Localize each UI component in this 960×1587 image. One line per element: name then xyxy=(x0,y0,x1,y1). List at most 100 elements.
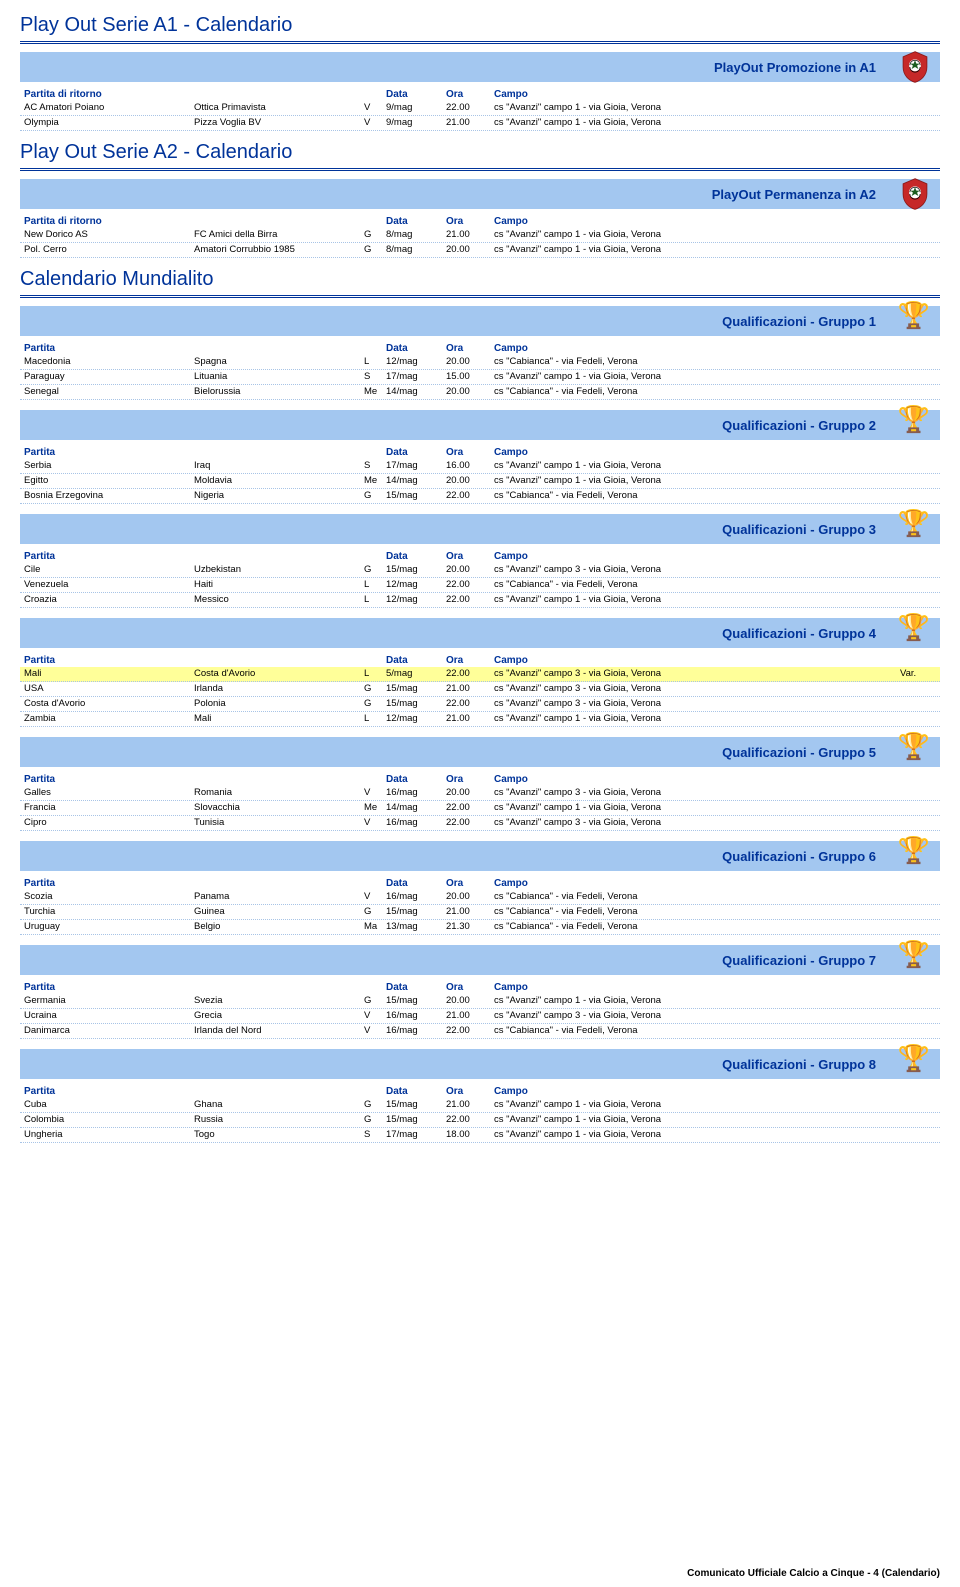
match-date: 16/mag xyxy=(384,786,444,800)
group-header-label: Qualificazioni - Gruppo 3 xyxy=(722,522,880,537)
day-code: G xyxy=(362,994,384,1008)
home-team: Scozia xyxy=(22,890,192,904)
day-code: L xyxy=(362,712,384,726)
match-date: 12/mag xyxy=(384,578,444,592)
away-team: Iraq xyxy=(192,459,362,473)
col-note-header xyxy=(898,654,938,667)
col-date-header: Data xyxy=(384,215,444,228)
crest-icon xyxy=(898,50,932,84)
match-venue: cs "Cabianca" - via Fedeli, Verona xyxy=(492,489,898,503)
match-note xyxy=(898,994,938,1008)
match-note xyxy=(898,786,938,800)
col-time-header: Ora xyxy=(444,88,492,101)
page-footer: Comunicato Ufficiale Calcio a Cinque - 4… xyxy=(687,1568,940,1579)
col-note-header xyxy=(898,342,938,355)
home-team: Ucraina xyxy=(22,1009,192,1023)
match-note xyxy=(898,1098,938,1112)
match-row: ZambiaMaliL12/mag21.00cs "Avanzi" campo … xyxy=(20,712,940,727)
away-team: Svezia xyxy=(192,994,362,1008)
match-venue: cs "Avanzi" campo 1 - via Gioia, Verona xyxy=(492,1098,898,1112)
match-venue: cs "Avanzi" campo 1 - via Gioia, Verona xyxy=(492,243,898,257)
home-team: Galles xyxy=(22,786,192,800)
away-team: Guinea xyxy=(192,905,362,919)
match-venue: cs "Avanzi" campo 3 - via Gioia, Verona xyxy=(492,816,898,830)
match-row: GermaniaSveziaG15/mag20.00cs "Avanzi" ca… xyxy=(20,994,940,1009)
match-date: 15/mag xyxy=(384,994,444,1008)
col-note-header xyxy=(898,550,938,563)
day-code: V xyxy=(362,116,384,130)
day-code: L xyxy=(362,355,384,369)
day-code: G xyxy=(362,1113,384,1127)
group-block: PlayOut Permanenza in A2 Partita di rito… xyxy=(20,179,940,258)
day-code: G xyxy=(362,563,384,577)
group-header-label: Qualificazioni - Gruppo 6 xyxy=(722,849,880,864)
day-code: L xyxy=(362,578,384,592)
group-header-band: Qualificazioni - Gruppo 3🏆 xyxy=(20,514,940,544)
match-date: 15/mag xyxy=(384,563,444,577)
col-date-header: Data xyxy=(384,773,444,786)
match-row: CubaGhanaG15/mag21.00cs "Avanzi" campo 1… xyxy=(20,1098,940,1113)
day-code: Ma xyxy=(362,920,384,934)
group-header-band: Qualificazioni - Gruppo 7🏆 xyxy=(20,945,940,975)
col-date-header: Data xyxy=(384,877,444,890)
match-venue: cs "Avanzi" campo 1 - via Gioia, Verona xyxy=(492,116,898,130)
match-venue: cs "Avanzi" campo 1 - via Gioia, Verona xyxy=(492,801,898,815)
home-team: Venezuela xyxy=(22,578,192,592)
group-header-band: Qualificazioni - Gruppo 2🏆 xyxy=(20,410,940,440)
match-note xyxy=(898,355,938,369)
col-opponent-header xyxy=(192,1085,362,1098)
day-code: V xyxy=(362,890,384,904)
day-code: L xyxy=(362,593,384,607)
col-opponent-header xyxy=(192,88,362,101)
col-date-header: Data xyxy=(384,981,444,994)
col-date-header: Data xyxy=(384,550,444,563)
match-date: 15/mag xyxy=(384,1113,444,1127)
match-venue: cs "Avanzi" campo 3 - via Gioia, Verona xyxy=(492,682,898,696)
day-code: S xyxy=(362,1128,384,1142)
col-day-header xyxy=(362,981,384,994)
column-headers: PartitaDataOraCampo xyxy=(20,654,940,667)
day-code: L xyxy=(362,667,384,681)
col-venue-header: Campo xyxy=(492,1085,898,1098)
col-match-header: Partita xyxy=(22,342,192,355)
section-title: Play Out Serie A1 - Calendario xyxy=(20,14,940,37)
match-row: OlympiaPizza Voglia BVV9/mag21.00cs "Ava… xyxy=(20,116,940,131)
home-team: New Dorico AS xyxy=(22,228,192,242)
match-row: MacedoniaSpagnaL12/mag20.00cs "Cabianca"… xyxy=(20,355,940,370)
match-date: 16/mag xyxy=(384,1024,444,1038)
away-team: Irlanda del Nord xyxy=(192,1024,362,1038)
col-venue-header: Campo xyxy=(492,981,898,994)
home-team: Bosnia Erzegovina xyxy=(22,489,192,503)
match-date: 17/mag xyxy=(384,1128,444,1142)
col-day-header xyxy=(362,1085,384,1098)
match-date: 16/mag xyxy=(384,816,444,830)
match-note xyxy=(898,593,938,607)
col-opponent-header xyxy=(192,654,362,667)
match-note xyxy=(898,459,938,473)
day-code: G xyxy=(362,228,384,242)
match-time: 15.00 xyxy=(444,370,492,384)
day-code: V xyxy=(362,786,384,800)
match-venue: cs "Avanzi" campo 1 - via Gioia, Verona xyxy=(492,712,898,726)
home-team: Turchia xyxy=(22,905,192,919)
col-date-header: Data xyxy=(384,342,444,355)
match-time: 21.00 xyxy=(444,116,492,130)
match-date: 9/mag xyxy=(384,101,444,115)
match-venue: cs "Avanzi" campo 1 - via Gioia, Verona xyxy=(492,474,898,488)
match-row: ColombiaRussiaG15/mag22.00cs "Avanzi" ca… xyxy=(20,1113,940,1128)
match-date: 15/mag xyxy=(384,682,444,696)
col-match-header: Partita xyxy=(22,550,192,563)
match-time: 20.00 xyxy=(444,786,492,800)
match-date: 16/mag xyxy=(384,1009,444,1023)
col-note-header xyxy=(898,877,938,890)
day-code: V xyxy=(362,101,384,115)
away-team: Haiti xyxy=(192,578,362,592)
group-block: Qualificazioni - Gruppo 5🏆PartitaDataOra… xyxy=(20,737,940,831)
match-row: VenezuelaHaitiL12/mag22.00cs "Cabianca" … xyxy=(20,578,940,593)
col-day-header xyxy=(362,654,384,667)
match-row: Bosnia ErzegovinaNigeriaG15/mag22.00cs "… xyxy=(20,489,940,504)
match-date: 13/mag xyxy=(384,920,444,934)
home-team: Senegal xyxy=(22,385,192,399)
match-row: SerbiaIraqS17/mag16.00cs "Avanzi" campo … xyxy=(20,459,940,474)
match-date: 15/mag xyxy=(384,697,444,711)
